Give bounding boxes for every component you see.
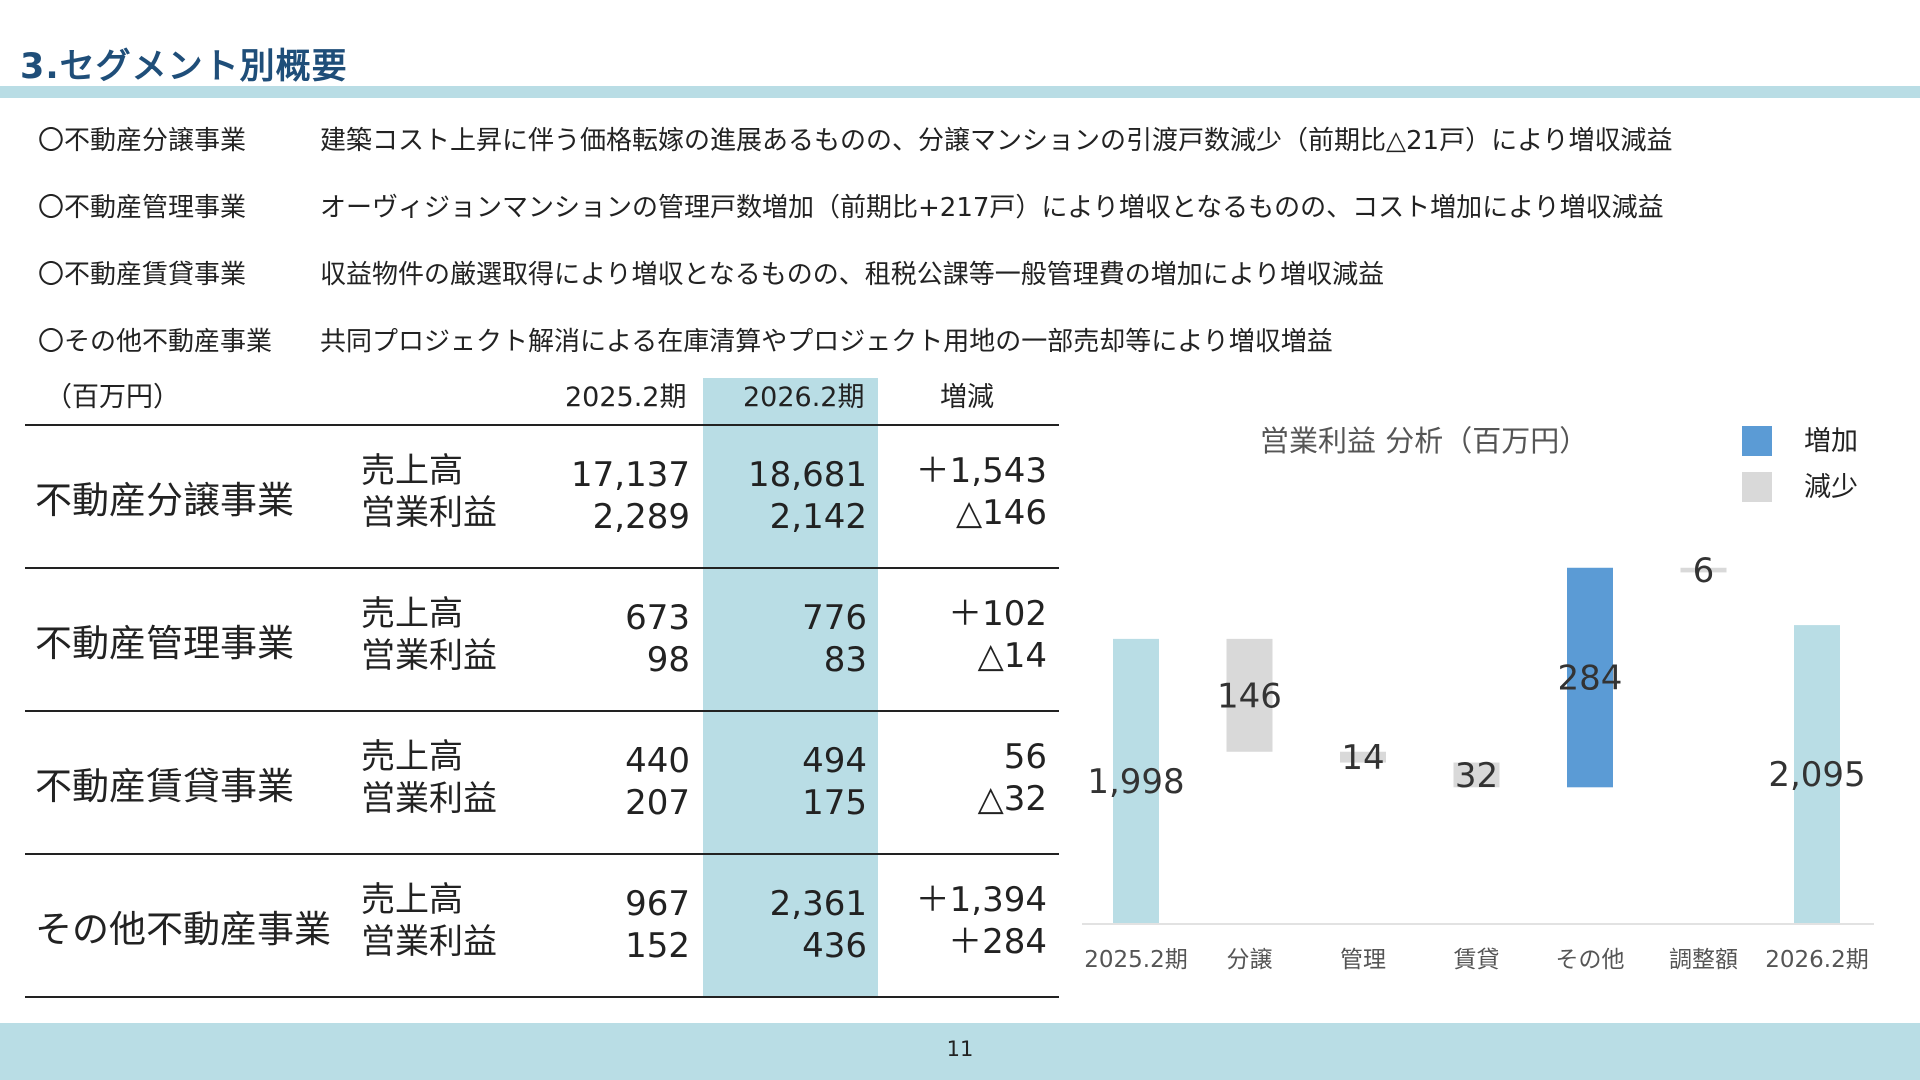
table-rule (25, 996, 1059, 998)
diff-sales: 56 (1003, 737, 1047, 777)
legend-label-increase: 増加 (1804, 426, 1858, 457)
unit-label: （百万円） (45, 382, 180, 413)
prev-sales: 673 (625, 598, 690, 638)
legend-label-decrease: 減少 (1804, 472, 1858, 503)
segment-name: 不動産分譲事業 (35, 479, 294, 522)
segment-name: その他不動産事業 (35, 908, 331, 951)
table-row-sonota: その他不動産事業 売上高 営業利益 967 152 2,361 436 ＋1,3… (25, 855, 1059, 997)
prev-op-income: 152 (625, 926, 690, 966)
prev-sales: 440 (625, 741, 690, 781)
category-label-3: 賃貸 (1454, 947, 1500, 973)
summary-label: 〇不動産分譲事業 (38, 126, 247, 156)
metric-op-income: 営業利益 (361, 779, 497, 819)
metric-op-income: 営業利益 (361, 922, 497, 962)
category-label-5: 調整額 (1669, 947, 1738, 973)
page-number: 11 (946, 1037, 974, 1061)
summary-text: 共同プロジェクト解消による在庫清算やプロジェクト用地の一部売却等により増収増益 (320, 327, 1333, 357)
segment-name: 不動産賃貸事業 (35, 765, 294, 808)
diff-op-income: ＋284 (948, 922, 1047, 962)
legend-item-increase: 増加 (1742, 422, 1902, 462)
table-row-chintai: 不動産賃貸事業 売上高 営業利益 440 207 494 175 56 △32 (25, 712, 1059, 854)
chart-title: 営業利益 分析（百万円） (1260, 424, 1589, 458)
diff-sales: ＋1,543 (915, 451, 1047, 491)
curr-sales: 2,361 (769, 884, 867, 924)
prev-op-income: 98 (646, 640, 690, 680)
table-rule (25, 424, 1059, 426)
diff-op-income: △146 (955, 493, 1047, 533)
title-underline-bar (0, 86, 1920, 98)
prev-op-income: 207 (625, 783, 690, 823)
bar-value-label-3: 32 (1455, 756, 1498, 796)
metric-sales: 売上高 (361, 594, 463, 634)
bar-value-label-0: 1,998 (1087, 762, 1184, 802)
table-rule (25, 853, 1059, 855)
waterfall-bar-3 (1453, 762, 1500, 788)
metric-op-income: 営業利益 (361, 636, 497, 676)
metric-sales: 売上高 (361, 737, 463, 777)
diff-sales: ＋102 (948, 594, 1047, 634)
category-label-4: その他 (1556, 947, 1625, 973)
legend-swatch-increase (1742, 426, 1772, 456)
legend-item-decrease: 減少 (1742, 468, 1902, 508)
curr-sales: 494 (802, 741, 867, 781)
curr-sales: 776 (802, 598, 867, 638)
summary-text: 収益物件の厳選取得により増収となるものの、租税公課等一般管理費の増加により増収減… (320, 260, 1385, 290)
page-title: 3.セグメント別概要 (20, 47, 348, 87)
category-label-2: 管理 (1340, 947, 1386, 973)
waterfall-bar-4 (1567, 567, 1613, 788)
metric-op-income: 営業利益 (361, 493, 497, 533)
curr-op-income: 2,142 (769, 497, 867, 537)
curr-op-income: 83 (823, 640, 867, 680)
bar-value-label-4: 284 (1558, 659, 1623, 699)
curr-op-income: 436 (802, 926, 867, 966)
table-rule (25, 567, 1059, 569)
category-label-0: 2025.2期 (1084, 947, 1187, 973)
table-row-kanri: 不動産管理事業 売上高 営業利益 673 98 776 83 ＋102 △14 (25, 569, 1059, 711)
diff-sales: ＋1,394 (915, 880, 1047, 920)
table-row-bunjo: 不動産分譲事業 売上高 営業利益 17,137 2,289 18,681 2,1… (25, 426, 1059, 568)
table-rule (25, 710, 1059, 712)
operating-income-waterfall-chart: 1,998 2025.2期 146 分譲 14 管理 32 賃貸 284 その他 6 調整額 2,095… (1082, 551, 1874, 973)
category-label-6: 2026.2期 (1765, 947, 1868, 973)
header-change: 増減 (940, 382, 994, 413)
waterfall-bar-1 (1226, 638, 1273, 752)
prev-op-income: 2,289 (592, 497, 690, 537)
bar-value-label-1: 146 (1217, 676, 1282, 716)
curr-sales: 18,681 (748, 455, 867, 495)
summary-label: 〇不動産賃貸事業 (38, 260, 247, 290)
summary-text: 建築コスト上昇に伴う価格転嫁の進展あるものの、分譲マンションの引渡戸数減少（前期… (320, 126, 1673, 156)
waterfall-bar-5 (1680, 567, 1727, 573)
waterfall-bar-6 (1794, 625, 1840, 923)
diff-op-income: △32 (977, 779, 1047, 819)
bar-value-label-2: 14 (1341, 738, 1384, 778)
category-label-1: 分譲 (1227, 947, 1273, 973)
metric-sales: 売上高 (361, 880, 463, 920)
metric-sales: 売上高 (361, 451, 463, 491)
prev-sales: 967 (625, 884, 690, 924)
diff-op-income: △14 (977, 636, 1047, 676)
summary-label: 〇不動産管理事業 (38, 193, 247, 223)
segment-name: 不動産管理事業 (35, 622, 294, 665)
prev-sales: 17,137 (571, 455, 690, 495)
bar-value-label-5: 6 (1693, 551, 1715, 591)
segment-table: （百万円） 2025.2期 2026.2期 増減 不動産分譲事業 売上高 営業利… (25, 378, 1059, 1000)
current-period-column-highlight (703, 378, 878, 998)
header-prev-period: 2025.2期 (565, 382, 687, 413)
summary-text: オーヴィジョンマンションの管理戸数増加（前期比+217戸）により増収となるものの… (320, 193, 1664, 223)
header-curr-period: 2026.2期 (743, 382, 865, 413)
footer-bar (0, 1023, 1920, 1080)
summary-label: 〇その他不動産事業 (38, 327, 273, 357)
waterfall-bar-0 (1113, 638, 1159, 923)
curr-op-income: 175 (802, 783, 867, 823)
bar-value-label-6: 2,095 (1768, 755, 1865, 795)
legend-swatch-decrease (1742, 472, 1772, 502)
waterfall-bar-2 (1340, 751, 1386, 763)
